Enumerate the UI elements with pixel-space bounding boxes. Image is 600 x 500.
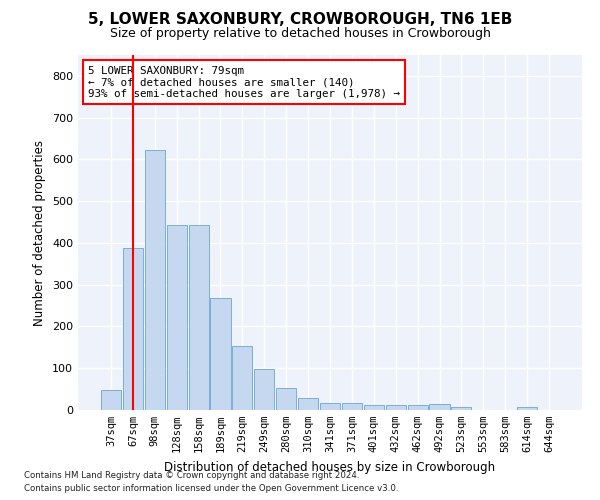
Bar [320,403,340,410]
Bar [254,369,274,410]
Bar [167,225,187,410]
Bar [407,406,428,410]
Bar [232,346,253,410]
X-axis label: Distribution of detached houses by size in Crowborough: Distribution of detached houses by size … [164,460,496,473]
Bar [364,406,384,410]
Bar [517,406,537,410]
Bar [386,406,406,410]
Text: Size of property relative to detached houses in Crowborough: Size of property relative to detached ho… [110,28,490,40]
Text: 5 LOWER SAXONBURY: 79sqm
← 7% of detached houses are smaller (140)
93% of semi-d: 5 LOWER SAXONBURY: 79sqm ← 7% of detache… [88,66,400,99]
Bar [101,390,121,410]
Bar [123,248,143,410]
Bar [451,406,472,410]
Bar [145,150,165,410]
Bar [298,398,318,410]
Bar [342,403,362,410]
Text: Contains HM Land Registry data © Crown copyright and database right 2024.: Contains HM Land Registry data © Crown c… [24,470,359,480]
Y-axis label: Number of detached properties: Number of detached properties [34,140,46,326]
Text: 5, LOWER SAXONBURY, CROWBOROUGH, TN6 1EB: 5, LOWER SAXONBURY, CROWBOROUGH, TN6 1EB [88,12,512,28]
Bar [430,404,449,410]
Text: Contains public sector information licensed under the Open Government Licence v3: Contains public sector information licen… [24,484,398,493]
Bar [211,298,230,410]
Bar [276,388,296,410]
Bar [188,225,209,410]
